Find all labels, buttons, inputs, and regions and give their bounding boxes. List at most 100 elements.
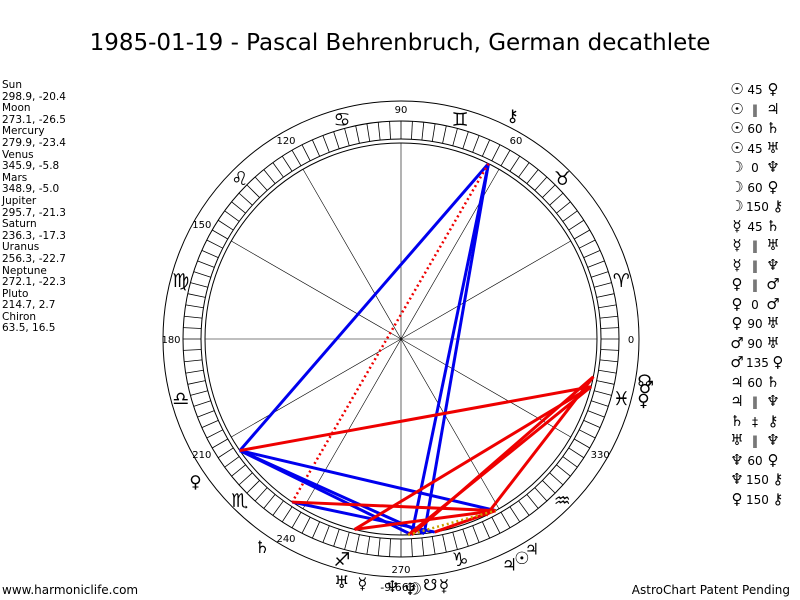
aspect-type-label: 45 (747, 83, 763, 97)
planet-coords-moon: 273.1, -26.5 (2, 113, 66, 126)
ring-tick (185, 369, 204, 374)
ring-tick (355, 534, 360, 553)
ring-tick (217, 447, 234, 459)
ring-tick (263, 494, 276, 509)
planet-glyph-icon: ☉ (514, 549, 529, 569)
ring-tick (500, 150, 511, 166)
aspect-type-label: 60 (747, 453, 763, 468)
aspect-planet-icon: ♀ (731, 275, 743, 293)
ring-tick (212, 229, 228, 240)
footer-site-link[interactable]: www.harmoniclife.com (2, 583, 139, 597)
aspect-planet-icon: ☽ (730, 197, 744, 215)
aspect-row: ☿ ‖ ♅ (728, 236, 787, 256)
footer-patent-note: AstroChart Patent Pending (631, 583, 790, 597)
aspect-line (239, 449, 425, 535)
aspect-row: ☽ 150 ⚷ (728, 197, 787, 217)
ring-tick (598, 304, 617, 309)
aspect-planet-icon: ☿ (732, 216, 742, 235)
planet-coords-mercury: 279.9, -23.4 (2, 136, 66, 149)
ring-tick (562, 210, 578, 222)
bottom-value-label: -9,663 (380, 581, 415, 594)
planet-glyph-icon: ♆ (403, 580, 418, 600)
ring-tick (591, 271, 609, 278)
ring-tick (568, 447, 585, 459)
aspect-planet-icon: ⚷ (767, 411, 779, 430)
ring-tick (366, 536, 371, 555)
aspect-planet-icon: ☉ (730, 80, 744, 98)
ring-tick (542, 480, 556, 494)
aspect-planet-icon: ⚷ (772, 197, 784, 215)
planet-coords-pluto: 214.7, 2.7 (2, 299, 56, 312)
planet-name-mars: Mars (2, 171, 28, 184)
ring-tick (556, 201, 571, 214)
aspect-line (291, 162, 490, 503)
ring-tick (462, 131, 469, 149)
planet-name-sun: Sun (2, 79, 22, 91)
aspect-planet-icon: ♆ (766, 431, 780, 449)
ring-tick (190, 390, 208, 396)
ring-tick (518, 500, 530, 516)
degree-label: 150 (192, 220, 211, 231)
aspect-planet-icon: ♄ (766, 216, 780, 235)
ring-tick (231, 464, 246, 477)
aspect-line (239, 449, 497, 513)
aspect-line (484, 375, 595, 517)
planet-glyph-icon: ♂ (639, 378, 654, 398)
planet-glyph-icon: ♅ (334, 573, 349, 593)
ring-tick (574, 229, 590, 240)
aspect-row: ♂ 90 ♅ (728, 334, 787, 354)
ring-tick (534, 487, 548, 502)
point-marker-icon: ♃ (525, 539, 539, 558)
aspect-planet-icon: ♄ (730, 411, 744, 430)
ring-tick (291, 512, 302, 528)
aspect-type-label: ‖ (752, 395, 758, 409)
aspect-type-label: 45 (747, 141, 763, 156)
ring-tick (534, 176, 548, 191)
ring-tick (190, 282, 208, 288)
ring-tick (333, 131, 340, 149)
ring-tick (562, 456, 578, 468)
planet-name-chiron: Chiron (2, 310, 37, 323)
ring-tick (322, 525, 330, 543)
planet-glyph-icon: ☿ (439, 576, 449, 596)
aspect-planet-icon: ♀ (767, 80, 779, 98)
ring-tick (481, 139, 491, 157)
aspect-lines (238, 162, 595, 537)
ring-tick (377, 122, 381, 141)
zodiac-sign-icon: ♉ (554, 168, 571, 190)
ring-tick (472, 525, 480, 543)
aspect-planet-icon: ☿ (732, 255, 742, 274)
planet-name-uranus: Uranus (2, 241, 40, 254)
planet-name-pluto: Pluto (2, 287, 29, 300)
ring-tick (185, 304, 204, 309)
aspect-line (238, 162, 490, 452)
point-marker-icon: ☋ (423, 575, 437, 594)
ring-tick (421, 122, 425, 141)
aspect-planet-icon: ♀ (731, 314, 743, 332)
ring-tick (272, 162, 284, 178)
ring-tick (377, 537, 381, 556)
wheel-labels: 0 90 120 150 180 210 240 270 330 60 ♈ ♉ ♊ ♋ ♌ ♍ ♎ ♏ ♐ ♑ ♒ ♓ ☉ ☽… (161, 105, 653, 600)
degree-label: 240 (276, 534, 295, 545)
aspect-planet-icon: ♅ (730, 431, 744, 449)
planet-glyph-icon: ♀ (637, 391, 649, 411)
aspect-row: ☽ 0 ♆ (728, 158, 787, 178)
aspect-row: ☿ ‖ ♆ (728, 256, 787, 276)
ring-tick (187, 380, 206, 385)
aspect-planet-icon: ♂ (766, 294, 780, 313)
aspect-type-label: 150 (746, 492, 769, 507)
ring-tick (197, 260, 215, 268)
ring-tick (587, 260, 605, 268)
ring-tick (206, 429, 223, 439)
outer-circle (162, 100, 640, 578)
ring-tick (596, 380, 615, 385)
ring-tick (197, 410, 215, 418)
ring-tick (431, 536, 436, 555)
aspect-list: ☉ 45 ♀ ☉ ‖ ♃ ☉ 60 ♄ ☉ 45 ♅ ☽ 0 ♆ ☽ 60 ♀ ☽ 150 ⚷ ☿ 45 ♄ ☿ ‖ ♅ ☿ ‖ ♆ ♀ ‖ ♂… (728, 80, 787, 509)
ring-tick (311, 521, 321, 539)
ring-tick (594, 282, 612, 288)
aspect-type-label: 60 (747, 375, 763, 390)
ring-tick (549, 192, 564, 206)
aspect-row: ♀ 0 ♂ (728, 295, 787, 315)
ring-tick (599, 359, 618, 363)
